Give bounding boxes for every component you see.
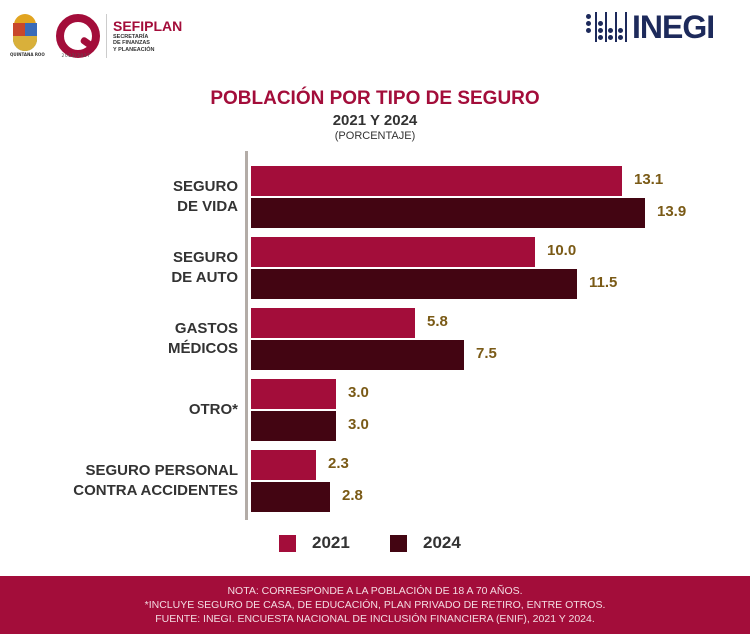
inegi-abacus-icon xyxy=(586,12,628,42)
footer-note: NOTA: CORRESPONDE A LA POBLACIÓN DE 18 A… xyxy=(227,585,523,597)
sefiplan-sub-2: DE FINANZAS xyxy=(113,40,150,47)
inegi-logo: INEGI xyxy=(586,9,715,45)
bar-2024 xyxy=(251,198,645,228)
value-label-2021: 10.0 xyxy=(547,242,577,259)
legend-swatch-2021 xyxy=(279,534,296,552)
footer-source: FUENTE: INEGI. ENCUESTA NACIONAL DE INCL… xyxy=(155,613,595,625)
value-label-2024: 7.5 xyxy=(476,345,497,362)
footer-footnote: *INCLUYE SEGURO DE CASA, DE EDUCACIÓN, P… xyxy=(144,599,606,611)
q-government-logo: 2022|2027 xyxy=(54,12,100,60)
quintana-roo-coat-of-arms-logo: QUINTANA ROO xyxy=(10,14,45,58)
value-label-2024: 11.5 xyxy=(589,274,618,291)
bar-2024 xyxy=(251,482,330,512)
header-logos: QUINTANA ROO 2022|2027 SEFIPLAN SECRETAR… xyxy=(10,10,182,62)
inegi-wordmark: INEGI xyxy=(632,9,715,45)
value-label-2024: 13.9 xyxy=(657,203,687,220)
bar-2021 xyxy=(251,379,336,409)
sefiplan-sub-1: SECRETARÍA xyxy=(113,33,149,40)
logo-divider xyxy=(106,14,107,58)
legend: 2021 2024 xyxy=(0,533,750,557)
value-label-2024: 3.0 xyxy=(348,416,369,433)
bar-2024 xyxy=(251,411,336,441)
legend-item-2021: 2021 xyxy=(279,533,350,553)
legend-swatch-2024 xyxy=(390,534,407,552)
legend-item-2024: 2024 xyxy=(390,533,461,553)
category-label: OTRO* xyxy=(188,401,238,418)
value-label-2021: 2.3 xyxy=(328,455,349,472)
value-label-2021: 5.8 xyxy=(427,313,448,330)
bar-2024 xyxy=(251,340,464,370)
bar-2024 xyxy=(251,269,577,299)
category-label: SEGURO PERSONAL CONTRA ACCIDENTES xyxy=(73,462,238,499)
bar-2021 xyxy=(251,166,622,196)
bar-2021 xyxy=(251,237,535,267)
value-label-2021: 13.1 xyxy=(634,171,664,188)
bar-2021 xyxy=(251,450,316,480)
sefiplan-sub-3: Y PLANEACIÓN xyxy=(113,46,155,53)
category-label: GASTOS MÉDICOS xyxy=(167,320,238,357)
chart-title: POBLACIÓN POR TIPO DE SEGURO xyxy=(210,88,540,109)
q-logo-years: 2022|2027 xyxy=(61,54,91,59)
value-label-2024: 2.8 xyxy=(342,487,363,504)
category-label: SEGURO DE VIDA xyxy=(172,178,238,215)
sefiplan-name: SEFIPLAN xyxy=(113,17,183,34)
bar-2021 xyxy=(251,308,415,338)
state-caption: QUINTANA ROO xyxy=(10,52,45,57)
footer-notes: NOTA: CORRESPONDE A LA POBLACIÓN DE 18 A… xyxy=(0,576,750,634)
chart-unit-label: (PORCENTAJE) xyxy=(334,130,416,142)
legend-label-2024: 2024 xyxy=(423,533,461,552)
sefiplan-logo: SEFIPLAN SECRETARÍA DE FINANZAS Y PLANEA… xyxy=(113,17,183,54)
value-label-2021: 3.0 xyxy=(348,384,369,401)
category-label: SEGURO DE AUTO xyxy=(171,249,238,286)
y-axis-line xyxy=(245,151,248,520)
chart-subtitle: 2021 Y 2024 xyxy=(332,112,418,129)
legend-label-2021: 2021 xyxy=(312,533,350,552)
